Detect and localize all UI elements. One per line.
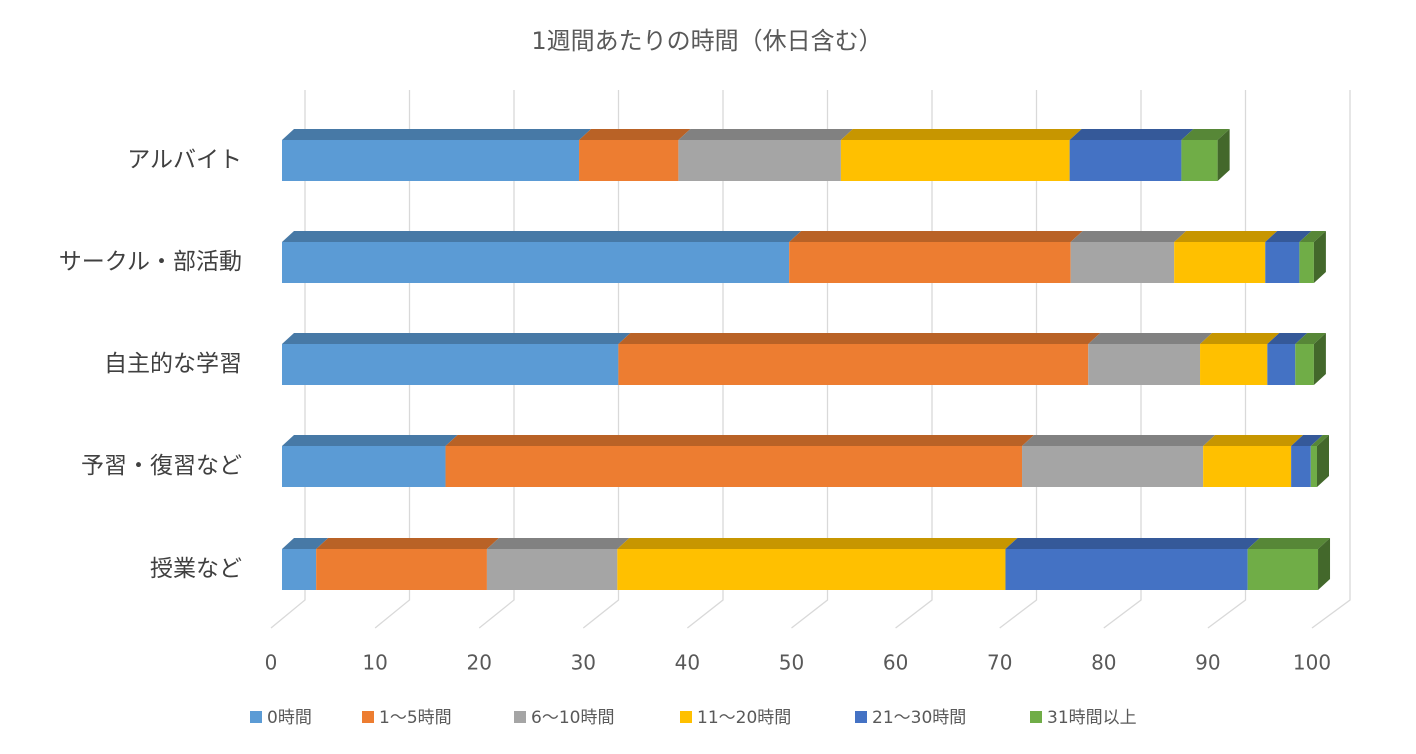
bar [1069, 140, 1182, 181]
bar [1005, 549, 1248, 590]
bar-top [1299, 231, 1326, 242]
bar [282, 549, 317, 590]
bar [1203, 446, 1292, 487]
bar [1200, 344, 1268, 385]
bar [1174, 242, 1266, 283]
legend-label: 21～30時間 [872, 708, 966, 728]
bar-top [1203, 435, 1304, 446]
bar-top [579, 129, 691, 140]
bar [840, 140, 1070, 181]
legend-label: 1～5時間 [379, 708, 452, 728]
legend-label: 31時間以上 [1047, 708, 1137, 728]
x-tick-label: 80 [1091, 651, 1116, 675]
legend-swatch [514, 711, 526, 723]
bar [1295, 344, 1314, 385]
bar-top [618, 333, 1101, 344]
bar [316, 549, 487, 590]
bar-top [282, 538, 329, 549]
bar [445, 446, 1023, 487]
bar-top [840, 129, 1082, 140]
bar [282, 140, 580, 181]
bar [282, 344, 619, 385]
bar-top [1069, 129, 1194, 140]
bar-top [1070, 231, 1187, 242]
grid-line [1311, 90, 1351, 629]
bar-side [1313, 333, 1326, 385]
x-tick-label: 30 [571, 651, 596, 675]
category-label: サークル・部活動 [59, 249, 242, 275]
bar-top [678, 129, 853, 140]
bar [282, 242, 790, 283]
bar [1291, 446, 1311, 487]
bar [282, 446, 446, 487]
legend-swatch [362, 711, 374, 723]
bar-top [1310, 435, 1329, 446]
category-label: 予習・復習など [81, 453, 242, 479]
bar-top [789, 231, 1083, 242]
bar [1022, 446, 1204, 487]
legend-swatch [250, 711, 262, 723]
x-tick-label: 90 [1195, 651, 1220, 675]
bar [1247, 549, 1319, 590]
bar [1310, 446, 1317, 487]
bar-top [1295, 333, 1326, 344]
bar [486, 549, 618, 590]
bar [618, 344, 1089, 385]
bar [1299, 242, 1314, 283]
x-tick-label: 100 [1293, 651, 1331, 675]
bar-top [282, 435, 458, 446]
legend-swatch [1030, 711, 1042, 723]
bar-side [1313, 231, 1326, 283]
bar-top [617, 538, 1018, 549]
bar-side [1317, 435, 1329, 487]
legend-label: 6～10時間 [531, 708, 614, 728]
bar-side [1318, 538, 1331, 590]
legend-swatch [680, 711, 692, 723]
category-label: 自主的な学習 [104, 351, 242, 377]
x-tick-label: 10 [362, 651, 387, 675]
x-tick-label: 20 [466, 651, 491, 675]
bar-top [1247, 538, 1331, 549]
bar-side [1217, 129, 1230, 181]
bar [1070, 242, 1175, 283]
x-tick-label: 50 [779, 651, 804, 675]
legend-swatch [855, 711, 867, 723]
x-tick-label: 60 [883, 651, 908, 675]
bar-top [1181, 129, 1230, 140]
bar-top [282, 231, 802, 242]
x-tick-label: 40 [675, 651, 700, 675]
bar-top [316, 538, 499, 549]
bar-top [445, 435, 1035, 446]
bar [1088, 344, 1201, 385]
bar [1267, 344, 1296, 385]
bar [1265, 242, 1300, 283]
bar-top [1291, 435, 1323, 446]
x-tick-label: 70 [987, 651, 1012, 675]
bar-top [1088, 333, 1213, 344]
bar-top [282, 333, 631, 344]
bar [678, 140, 841, 181]
bar [789, 242, 1071, 283]
bar [1181, 140, 1218, 181]
x-tick-label: 0 [265, 651, 278, 675]
bar-top [282, 129, 592, 140]
category-label: アルバイト [127, 147, 242, 173]
bar-top [1005, 538, 1260, 549]
bar-top [1022, 435, 1216, 446]
bar [617, 549, 1006, 590]
bar-top [1265, 231, 1312, 242]
bar-top [1200, 333, 1280, 344]
legend-label: 0時間 [267, 708, 312, 728]
bar-top [486, 538, 630, 549]
bar [579, 140, 679, 181]
bar-top [1174, 231, 1278, 242]
legend-label: 11～20時間 [697, 708, 791, 728]
category-label: 授業など [150, 556, 242, 582]
chart-title: 1週間あたりの時間（休日含む） [531, 27, 882, 55]
bar-top [1267, 333, 1308, 344]
